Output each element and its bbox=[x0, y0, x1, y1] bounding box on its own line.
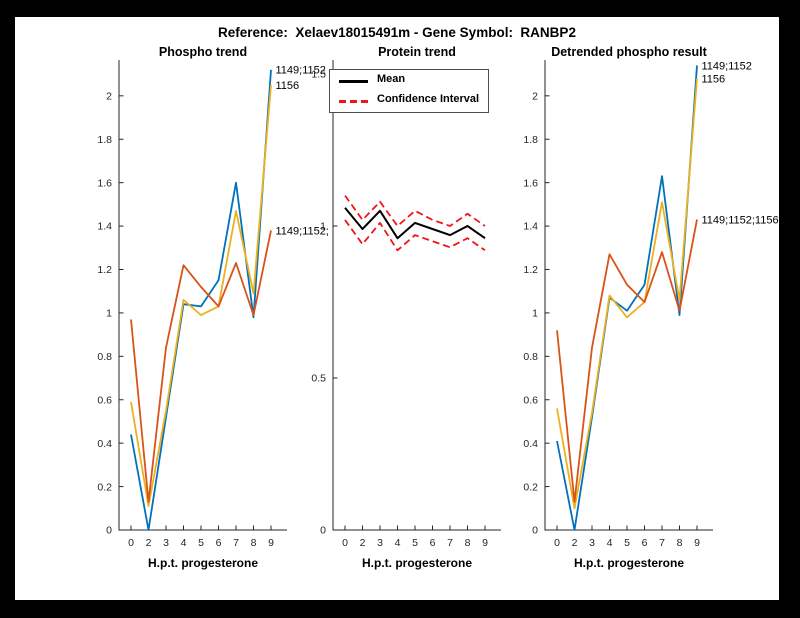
series-1149-1152 bbox=[130, 69, 272, 531]
x-tick-label: 8 bbox=[251, 537, 257, 549]
subplot2-xlabel: H.p.t. progesterone bbox=[361, 556, 472, 570]
x-tick-label: 8 bbox=[677, 537, 683, 549]
y-tick-label: 0.8 bbox=[523, 351, 538, 363]
y-tick-label: 2 bbox=[106, 90, 112, 102]
x-tick-label: 2 bbox=[360, 537, 366, 549]
x-tick-label: 7 bbox=[659, 537, 665, 549]
chart-canvas: 00.20.40.60.811.21.41.61.820 2 3 4 5 6 7 8 91149… bbox=[97, 60, 779, 549]
x-tick-label: 2 bbox=[572, 537, 578, 549]
annotation: 1149;1152;1156 bbox=[702, 214, 779, 226]
annotation: 1149;1152; bbox=[276, 225, 329, 237]
y-tick-label: 1.2 bbox=[523, 264, 538, 276]
x-tick-label: 7 bbox=[233, 537, 239, 549]
series-1156 bbox=[130, 84, 272, 508]
figure-title: Reference: Xelaev18015491m - Gene Symbol… bbox=[218, 25, 576, 40]
x-tick-label: 9 bbox=[694, 537, 700, 549]
subplot3-title: Detrended phospho result bbox=[551, 45, 707, 59]
series-Confidence-Interval-lower bbox=[344, 219, 486, 252]
x-tick-label: 6 bbox=[430, 537, 436, 549]
y-tick-label: 1 bbox=[106, 308, 112, 320]
y-tick-label: 1 bbox=[532, 308, 538, 320]
subplot2-title: Protein trend bbox=[378, 45, 456, 59]
x-tick-label: 3 bbox=[589, 537, 595, 549]
y-tick-label: 1.4 bbox=[97, 221, 112, 233]
y-tick-label: 0.6 bbox=[97, 394, 112, 406]
figure-canvas: Reference: Xelaev18015491m - Gene Symbol… bbox=[15, 17, 779, 600]
ci-dashed-line-sample-icon bbox=[339, 100, 368, 103]
x-tick-label: 7 bbox=[447, 537, 453, 549]
annotation: 1156 bbox=[276, 80, 300, 92]
y-tick-label: 0.6 bbox=[523, 394, 538, 406]
axes bbox=[332, 60, 501, 531]
y-tick-label: 1.5 bbox=[311, 69, 326, 81]
x-tick-label: 8 bbox=[465, 537, 471, 549]
x-tick-label: 5 bbox=[198, 537, 204, 549]
y-tick-label: 1.4 bbox=[523, 221, 538, 233]
y-tick-label: 1 bbox=[320, 221, 326, 233]
x-tick-label: 6 bbox=[642, 537, 648, 549]
y-tick-label: 0.2 bbox=[523, 481, 538, 493]
x-tick-label: 5 bbox=[412, 537, 418, 549]
y-tick-label: 0 bbox=[532, 525, 538, 537]
y-tick-label: 0 bbox=[106, 525, 112, 537]
y-tick-label: 0.5 bbox=[311, 373, 326, 385]
x-tick-label: 5 bbox=[624, 537, 630, 549]
y-tick-label: 1.6 bbox=[523, 177, 538, 189]
series-1149-1152-1156 bbox=[556, 219, 698, 503]
y-tick-label: 2 bbox=[532, 90, 538, 102]
x-tick-label: 6 bbox=[216, 537, 222, 549]
x-tick-label: 4 bbox=[607, 537, 613, 549]
legend-label: Mean bbox=[377, 73, 406, 85]
y-tick-label: 0 bbox=[320, 525, 326, 537]
mean-line-sample-icon bbox=[339, 80, 368, 83]
subplot1-title: Phospho trend bbox=[158, 45, 248, 59]
subplot-3: 00.20.40.60.811.21.41.61.820 2 3 4 5 6 7 8 91149… bbox=[523, 60, 779, 549]
series-1156 bbox=[556, 78, 698, 510]
y-tick-label: 0.2 bbox=[97, 481, 112, 493]
series-Mean bbox=[344, 207, 486, 240]
series-Confidence-Interval-upper bbox=[344, 195, 486, 227]
legend-item-confidence-interval: Confidence Interval bbox=[330, 91, 488, 111]
y-tick-label: 0.4 bbox=[523, 438, 538, 450]
x-tick-label: 0 bbox=[128, 537, 134, 549]
x-tick-label: 9 bbox=[482, 537, 488, 549]
y-tick-label: 1.2 bbox=[97, 264, 112, 276]
x-tick-label: 0 bbox=[342, 537, 348, 549]
x-tick-label: 3 bbox=[377, 537, 383, 549]
annotation: 1149;1152 bbox=[276, 65, 326, 77]
subplot3-xlabel: H.p.t. progesterone bbox=[573, 556, 684, 570]
annotation: 1156 bbox=[702, 73, 726, 85]
x-tick-label: 0 bbox=[554, 537, 560, 549]
y-tick-label: 1.8 bbox=[97, 134, 112, 146]
y-tick-label: 0.4 bbox=[97, 438, 112, 450]
y-tick-label: 1.8 bbox=[523, 134, 538, 146]
x-tick-label: 3 bbox=[163, 537, 169, 549]
annotation: 1149;1152 bbox=[702, 60, 752, 72]
subplot1-xlabel: H.p.t. progesterone bbox=[147, 556, 258, 570]
subplot-2: 00.511.50 2 3 4 5 6 7 8 9 bbox=[311, 60, 501, 549]
y-tick-label: 1.6 bbox=[97, 177, 112, 189]
legend-label: Confidence Interval bbox=[377, 93, 480, 105]
series-1149-1152-1156 bbox=[130, 230, 272, 503]
y-tick-label: 0.8 bbox=[97, 351, 112, 363]
legend-item-mean: Mean bbox=[330, 71, 488, 91]
x-tick-label: 4 bbox=[181, 537, 187, 549]
x-tick-label: 9 bbox=[268, 537, 274, 549]
legend-box: Mean Confidence Interval bbox=[329, 69, 489, 113]
subplot-1: 00.20.40.60.811.21.41.61.820 2 3 4 5 6 7 8 91149… bbox=[97, 60, 329, 549]
x-tick-label: 4 bbox=[395, 537, 401, 549]
x-tick-label: 2 bbox=[146, 537, 152, 549]
